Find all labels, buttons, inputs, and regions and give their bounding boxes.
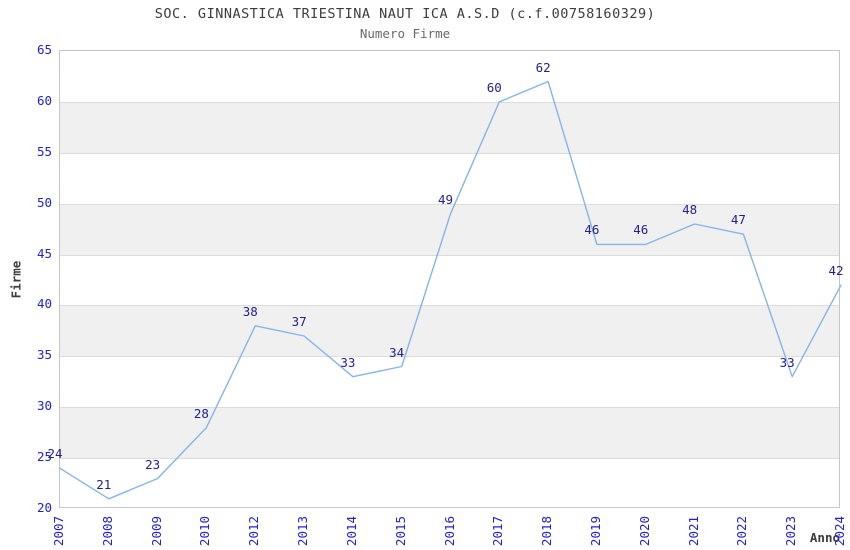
y-tick-label: 25 [36,449,52,465]
y-tick-label: 50 [36,194,52,210]
data-point-label: 46 [633,222,649,238]
x-tick-label: 2019 [587,515,603,547]
data-point-label: 49 [437,191,454,207]
x-tick-label: 2013 [295,515,311,547]
data-point-label: 60 [486,79,502,95]
x-tick-label: 2017 [490,515,506,547]
data-point-label: 37 [291,314,307,329]
x-tick-label: 2014 [343,515,359,547]
data-point-label: 46 [584,222,600,238]
data-point-label: 38 [242,303,258,319]
data-point-label: 42 [828,263,844,279]
y-tick-label: 35 [36,347,52,363]
data-point-label: 62 [535,59,551,75]
data-point-label: 33 [340,354,356,370]
x-tick-label: 2015 [392,515,408,547]
x-tick-label: 2021 [685,515,701,547]
series-line [59,80,842,500]
y-tick-label: 30 [36,398,52,414]
line-series [59,80,842,500]
data-point-label: 21 [96,476,112,492]
data-point-label: 33 [779,354,795,370]
x-tick-label: 2016 [441,515,457,547]
chart-subtitle: Numero Firme [359,26,451,41]
x-tick-label: 2012 [246,515,262,547]
y-tick-label: 45 [36,245,52,261]
x-tick-label: 2022 [734,515,750,547]
data-point-label: 47 [730,212,746,228]
x-axis-label: Anno [809,530,840,545]
x-tick-label: 2020 [636,515,652,547]
x-tick-label: 2018 [539,515,555,547]
y-tick-label: 55 [36,143,52,159]
chart-title: SOC. GINNASTICA TRIESTINA NAUT ICA A.S.D… [154,6,656,22]
x-tick-label: 2007 [51,515,66,547]
x-tick-label: 2008 [99,515,115,547]
data-point-label: 23 [145,456,161,472]
y-tick-label: 20 [36,500,52,515]
x-tick-label: 2024 [832,515,847,547]
y-tick-label: 65 [36,42,52,57]
data-point-label: 24 [47,446,63,462]
data-point-label: 48 [682,202,698,217]
x-tick-label: 2023 [783,515,799,547]
data-point-label: 28 [193,405,209,421]
x-tick-label: 2010 [197,515,213,547]
data-point-label: 34 [389,344,405,360]
y-tick-label: 40 [36,296,52,312]
y-tick-label: 60 [36,92,52,108]
plot-area [59,50,842,508]
x-tick-label: 2009 [148,515,164,547]
